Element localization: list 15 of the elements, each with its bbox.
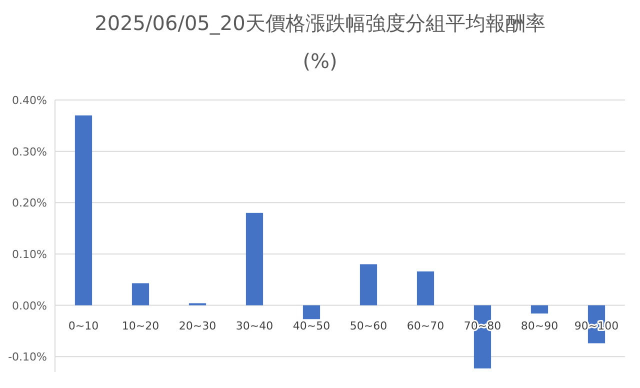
y-tick-label: 0.30% bbox=[12, 145, 47, 158]
y-tick-label: 0.40% bbox=[12, 94, 47, 107]
y-tick-label: 0.20% bbox=[12, 196, 47, 210]
x-tick-label: 60~70 bbox=[406, 319, 444, 332]
x-tick-label: 50~60 bbox=[350, 319, 388, 332]
y-tick-label: 0.10% bbox=[12, 248, 47, 261]
x-tick-label: 20~30 bbox=[178, 319, 216, 332]
x-tick-label: 0~10 bbox=[68, 319, 99, 332]
y-tick-label: 0.00% bbox=[12, 299, 47, 312]
x-tick-label: 80~90 bbox=[520, 319, 558, 332]
x-tick-label: 30~40 bbox=[236, 319, 274, 332]
y-tick-label: -0.10% bbox=[8, 350, 47, 364]
title: 2025/06/05_20天價格漲跌幅強度分組平均報酬率 (%) bbox=[94, 11, 546, 73]
x-tick-label: 10~20 bbox=[122, 319, 160, 332]
x-tick-label: 40~50 bbox=[292, 319, 330, 332]
